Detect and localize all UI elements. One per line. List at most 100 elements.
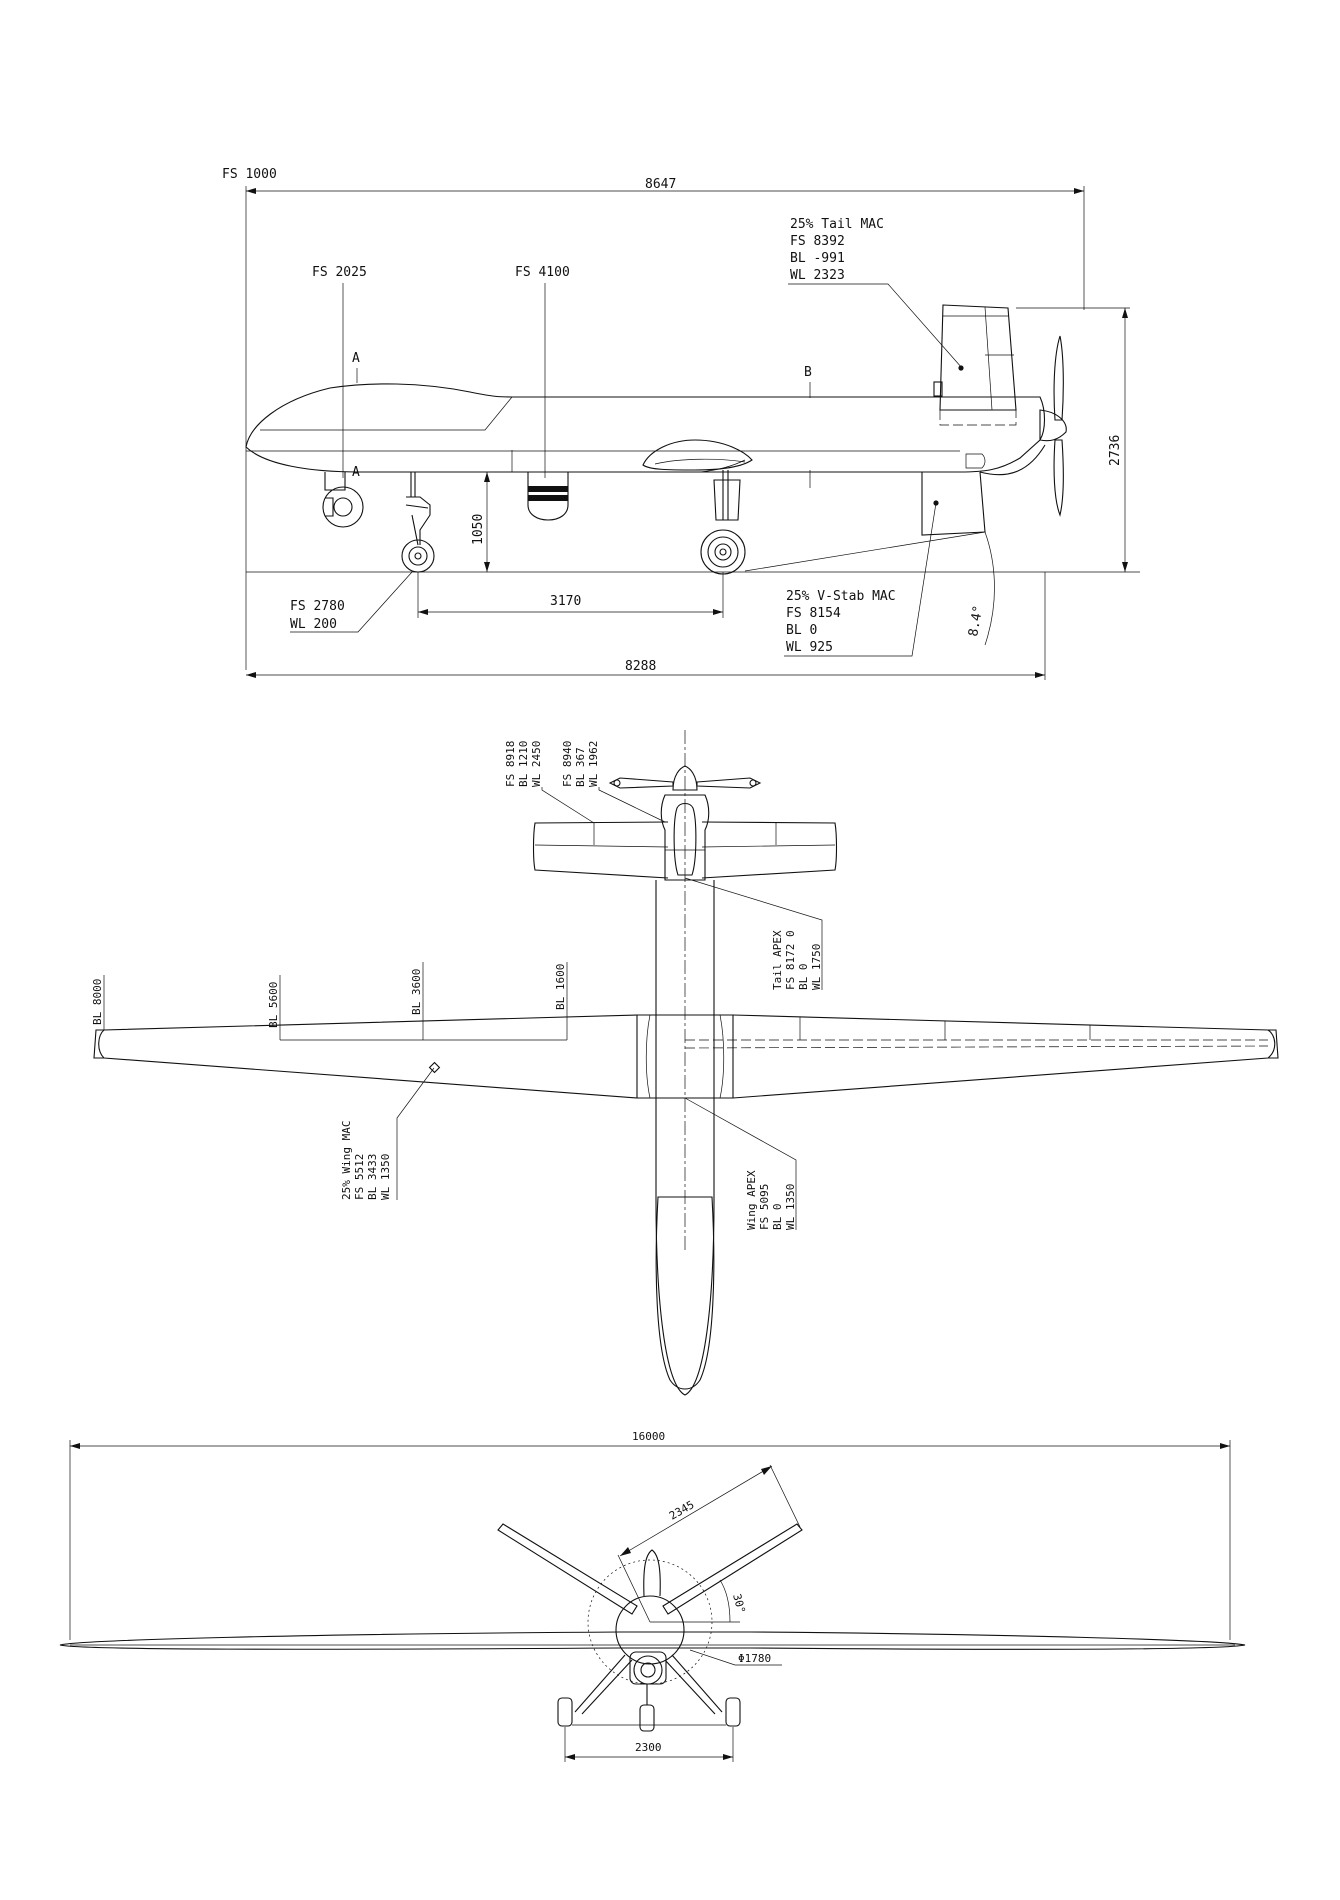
wing-root-line	[719, 1014, 725, 1099]
fuselage-top	[655, 880, 715, 1396]
h-tail-left	[532, 821, 669, 879]
height-label: 2736	[1108, 435, 1123, 466]
tail-strike-line	[744, 531, 986, 572]
tail-mac-note: 25% Tail MAC FS 8392 BL -991 WL 2323	[788, 217, 963, 369]
dorsal-front	[643, 1549, 661, 1597]
tail-rudder-hinge	[984, 306, 993, 411]
wing-mac-leader	[396, 1067, 435, 1200]
tail-mac-point	[958, 365, 964, 371]
svg-text:BL 0: BL 0	[771, 1204, 784, 1231]
prop-diameter-label: Φ1780	[738, 1652, 771, 1665]
wing-root-side-line	[654, 458, 746, 465]
turret-housing	[629, 1651, 667, 1685]
tail-root-hidden-line	[939, 410, 1017, 426]
section-a-top: A	[352, 351, 360, 366]
prop-spinner-top	[672, 765, 698, 791]
tail-angle-arc-front	[719, 1579, 731, 1623]
tail-apex-note: Tail APEX FS 8172 0 BL 0 WL 1750	[684, 877, 823, 991]
arrowhead	[484, 562, 490, 572]
tail-mac-leader	[788, 283, 963, 369]
h-tail-tip-leader-2	[598, 787, 666, 823]
nose-canopy-line	[260, 396, 513, 431]
svg-text:BL 367: BL 367	[574, 747, 587, 787]
svg-text:BL 0: BL 0	[797, 964, 810, 991]
h-tail-hinge	[534, 844, 669, 848]
svg-text:FS 8392: FS 8392	[790, 234, 845, 249]
nose-top	[655, 1196, 715, 1390]
arrowhead	[484, 472, 490, 482]
svg-text:FS 5512: FS 5512	[353, 1154, 366, 1200]
main-gear-right-front	[664, 1654, 741, 1727]
track-label: 2300	[635, 1741, 662, 1754]
sensor-turret	[322, 472, 364, 528]
arrowhead	[1122, 308, 1128, 318]
wing-root-line	[645, 1014, 651, 1099]
section-b-top: B	[804, 365, 812, 380]
main-landing-gear	[700, 470, 746, 575]
svg-text:25% Tail MAC: 25% Tail MAC	[790, 217, 884, 232]
side-view: FS 1000 8647 25% Tail MAC FS 8392 BL -99…	[222, 167, 1140, 680]
wing-tip-right	[1268, 1029, 1279, 1059]
tail-angle-label: 8.4°	[966, 604, 986, 637]
nose-landing-gear	[401, 472, 435, 573]
svg-text:BL -991: BL -991	[790, 251, 845, 266]
arrowhead	[246, 188, 256, 194]
svg-text:FS 8154: FS 8154	[786, 606, 841, 621]
wing-apex-note: Wing APEX FS 5095 BL 0 WL 1350	[684, 1097, 797, 1231]
tail-hub-inner	[673, 802, 697, 876]
svg-text:FS 8940: FS 8940	[561, 741, 574, 787]
h-tail-hinge	[701, 844, 836, 848]
propeller-blade-lower	[1053, 439, 1064, 517]
wing-front	[59, 1631, 1246, 1650]
svg-text:FS 8172 0: FS 8172 0	[784, 930, 797, 990]
turret-front	[633, 1655, 663, 1685]
wheelbase-label: 3170	[550, 594, 581, 609]
bl-8000-label: BL 8000	[91, 979, 104, 1025]
wing-apex-leader	[684, 1097, 797, 1230]
fs-4100-label: FS 4100	[515, 265, 570, 280]
arrowhead	[418, 609, 428, 615]
arrowhead	[723, 1754, 733, 1760]
arrowhead	[70, 1443, 80, 1449]
prop-tip	[613, 779, 621, 787]
arrowhead	[761, 1466, 772, 1475]
gear-height-label: 1050	[471, 514, 486, 545]
svg-text:BL 3433: BL 3433	[366, 1154, 379, 1200]
svg-text:Wing APEX: Wing APEX	[745, 1170, 758, 1230]
top-view: BL 8000 BL 5600 BL 3600 BL 1600 25% Wing…	[91, 730, 1279, 1396]
fuselage-outline	[245, 383, 1046, 473]
arrowhead	[565, 1754, 575, 1760]
tail-boom-underside	[979, 444, 1046, 476]
gear-point-note: FS 2780 WL 200	[290, 571, 413, 633]
vstab-mac-leader	[784, 502, 937, 657]
fs-2025-label: FS 2025	[312, 265, 367, 280]
arrowhead	[1035, 672, 1045, 678]
wing-mac-marker	[428, 1061, 441, 1074]
svg-text:WL 1350: WL 1350	[784, 1184, 797, 1230]
tail-hub	[660, 794, 710, 881]
arrowhead	[1074, 188, 1084, 194]
bl-1600-label: BL 1600	[554, 964, 567, 1010]
svg-text:BL 0: BL 0	[786, 623, 817, 638]
nose-gear-front	[639, 1684, 655, 1732]
ventral-fin	[921, 471, 986, 536]
tail-angle-arc	[984, 531, 995, 646]
arrowhead	[246, 672, 256, 678]
overall-length-label: 8647	[645, 177, 676, 192]
svg-text:WL 1350: WL 1350	[379, 1154, 392, 1200]
svg-text:Tail APEX: Tail APEX	[771, 930, 784, 990]
v-tail-left	[497, 1523, 638, 1615]
prop-diameter-leader	[689, 1649, 782, 1666]
svg-text:25% Wing MAC: 25% Wing MAC	[340, 1121, 353, 1200]
span-label: 16000	[632, 1430, 665, 1443]
tail-span-dimension-line	[619, 1465, 773, 1557]
h-tail-tip-note-2: FS 8940 BL 367 WL 1962	[561, 741, 666, 823]
exhaust-vent	[965, 453, 986, 469]
svg-text:WL 1750: WL 1750	[810, 944, 823, 990]
h-tail-tip-leader-1	[541, 787, 595, 824]
bl-5600-label: BL 5600	[267, 982, 280, 1028]
wing-left	[98, 1014, 638, 1099]
tail-fin	[939, 304, 1017, 411]
wing-root-side-line	[699, 459, 746, 473]
